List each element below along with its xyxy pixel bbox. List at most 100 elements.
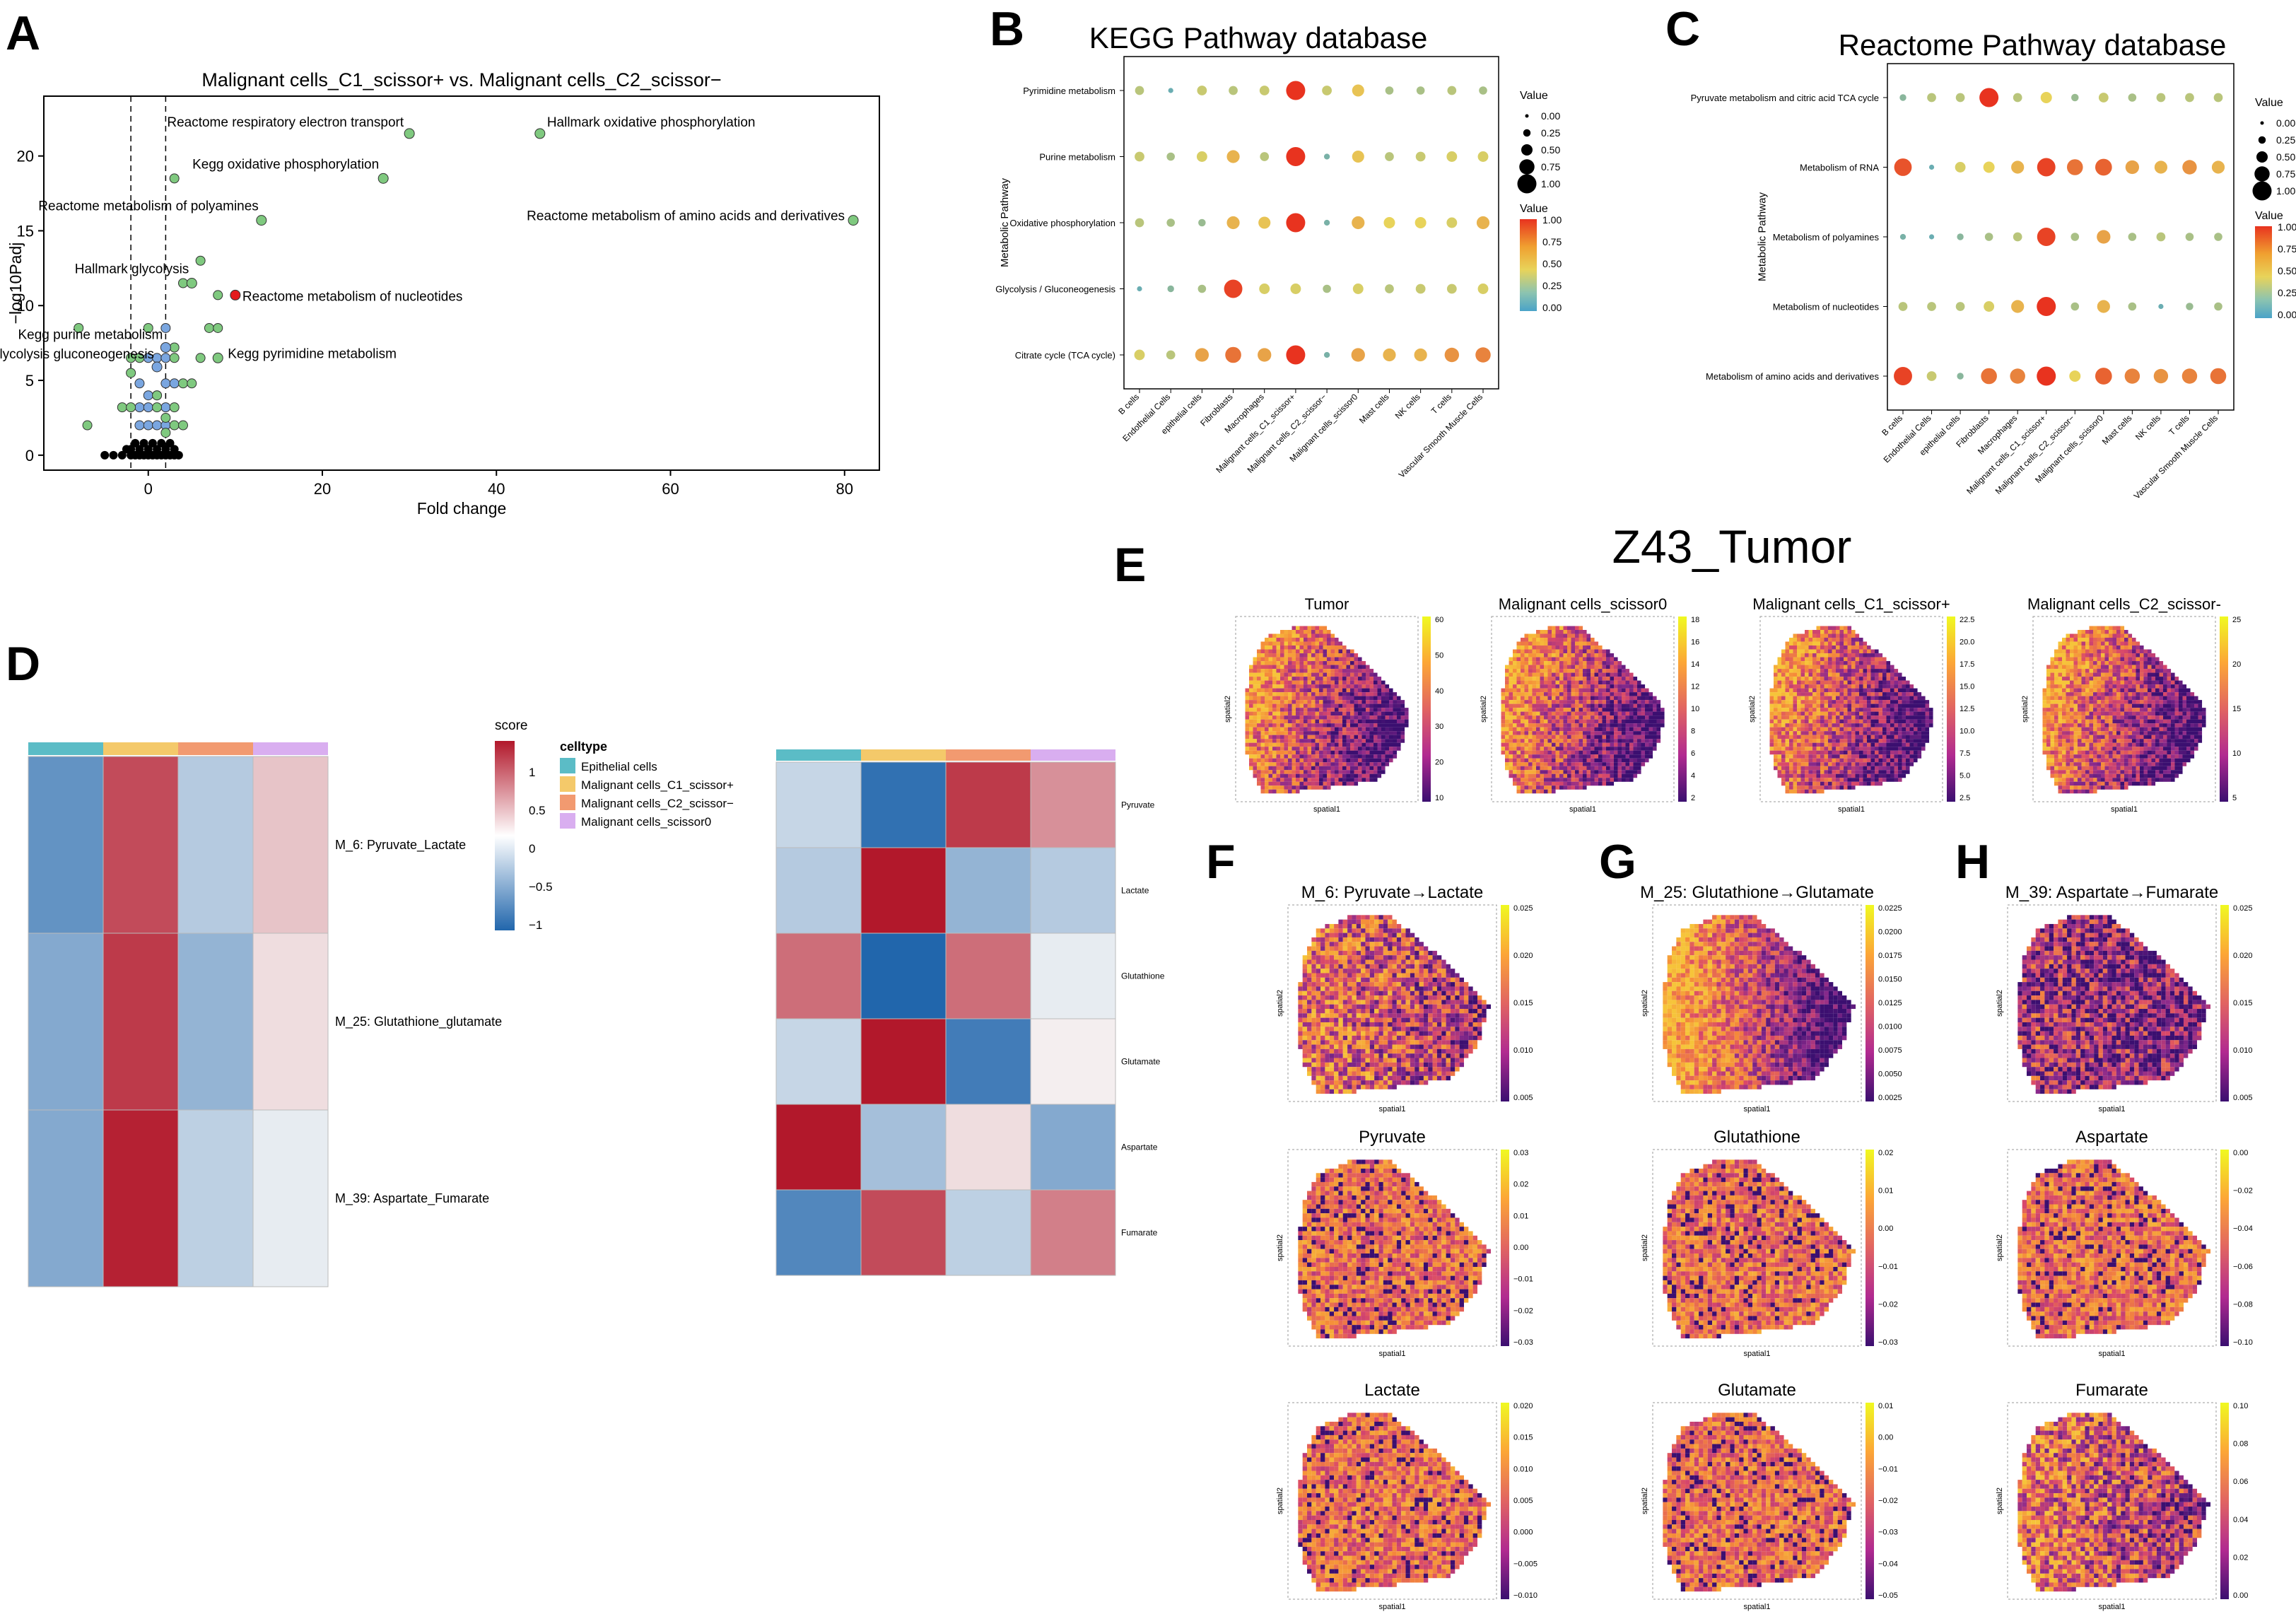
spot (1544, 692, 1548, 696)
spot (1832, 770, 1837, 774)
spot (1890, 773, 1894, 778)
spot (1350, 661, 1354, 665)
spot (1909, 754, 1914, 759)
spot (2109, 645, 2113, 650)
point-label: Kegg purine metabolism (18, 327, 163, 342)
spot (2101, 645, 2105, 650)
spot (1851, 742, 1856, 747)
spot (1284, 766, 1289, 771)
spot (1785, 719, 1790, 724)
spot (1377, 735, 1382, 740)
spot (1516, 715, 1521, 720)
spot (1377, 715, 1382, 720)
spot (1591, 773, 1595, 778)
spot (1563, 641, 1568, 646)
spot (1567, 641, 1571, 646)
spot (1812, 638, 1817, 642)
spot (1276, 711, 1281, 716)
spot (1369, 677, 1374, 681)
spot (1832, 735, 1837, 740)
spot (1366, 747, 1370, 751)
spot (1563, 742, 1568, 747)
spot (1338, 641, 1343, 646)
spot (2120, 638, 2125, 642)
spot (1890, 688, 1894, 693)
spot (1785, 723, 1790, 727)
point-nonsig (153, 445, 162, 454)
spot (2081, 672, 2086, 677)
spot (1641, 684, 1646, 689)
spot (1516, 653, 1521, 657)
spot (1272, 766, 1277, 771)
spot (1917, 708, 1922, 712)
spot (1855, 677, 1860, 681)
spot (1524, 715, 1529, 720)
spot (1586, 719, 1591, 724)
spot (1591, 700, 1595, 704)
spot (1594, 762, 1599, 766)
spot (1591, 665, 1595, 670)
spot (1793, 770, 1798, 774)
spot (1622, 770, 1626, 774)
spot (2104, 661, 2109, 665)
spot (1859, 770, 1863, 774)
spot (1812, 785, 1817, 790)
spot (2054, 669, 2058, 673)
spot (1304, 754, 1308, 759)
spot (1851, 750, 1856, 755)
spot (1836, 649, 1840, 654)
spot (1656, 727, 1661, 732)
spot (1816, 766, 1821, 771)
spot (1785, 684, 1790, 689)
spot (1878, 700, 1883, 704)
spot (1315, 649, 1320, 654)
spot (1358, 684, 1362, 689)
spot (1260, 657, 1265, 662)
spot (1536, 758, 1540, 763)
spot (1797, 684, 1801, 689)
spot (1516, 688, 1521, 693)
spot (1816, 754, 1821, 759)
spot (1637, 770, 1641, 774)
spot (1358, 742, 1362, 747)
spot (2128, 649, 2133, 654)
spot (1793, 633, 1798, 638)
spot (1614, 680, 1618, 685)
dot (2154, 160, 2168, 174)
spot (1536, 669, 1540, 673)
spot (1299, 672, 1304, 677)
spot (1832, 762, 1837, 766)
spot (1625, 684, 1630, 689)
spot (1280, 742, 1284, 747)
spot (1296, 742, 1300, 747)
spot (1544, 750, 1548, 755)
spot (1878, 688, 1883, 693)
dot (1477, 284, 1489, 294)
spot (1602, 684, 1607, 689)
spot (1555, 692, 1560, 696)
row-label: Pyrimidine metabolism (1023, 86, 1115, 96)
spot (1777, 719, 1782, 724)
spot (1544, 680, 1548, 685)
spot (1272, 692, 1277, 696)
spot (1366, 750, 1370, 755)
spot (2124, 677, 2128, 681)
spot (1902, 762, 1906, 766)
spot (1276, 641, 1281, 646)
spot (1280, 661, 1284, 665)
spot (1781, 750, 1786, 755)
spot (1528, 711, 1533, 716)
spot (1299, 731, 1304, 735)
spot (1361, 762, 1366, 766)
spot (1890, 747, 1894, 751)
spot (2070, 633, 2074, 638)
spot (1552, 747, 1556, 751)
spot (1800, 735, 1805, 740)
spot (1867, 742, 1871, 747)
spot (1276, 747, 1281, 751)
spot (1272, 770, 1277, 774)
spot (1307, 680, 1312, 685)
spot (1361, 661, 1366, 665)
spot (1645, 727, 1649, 732)
spot (1257, 661, 1261, 665)
